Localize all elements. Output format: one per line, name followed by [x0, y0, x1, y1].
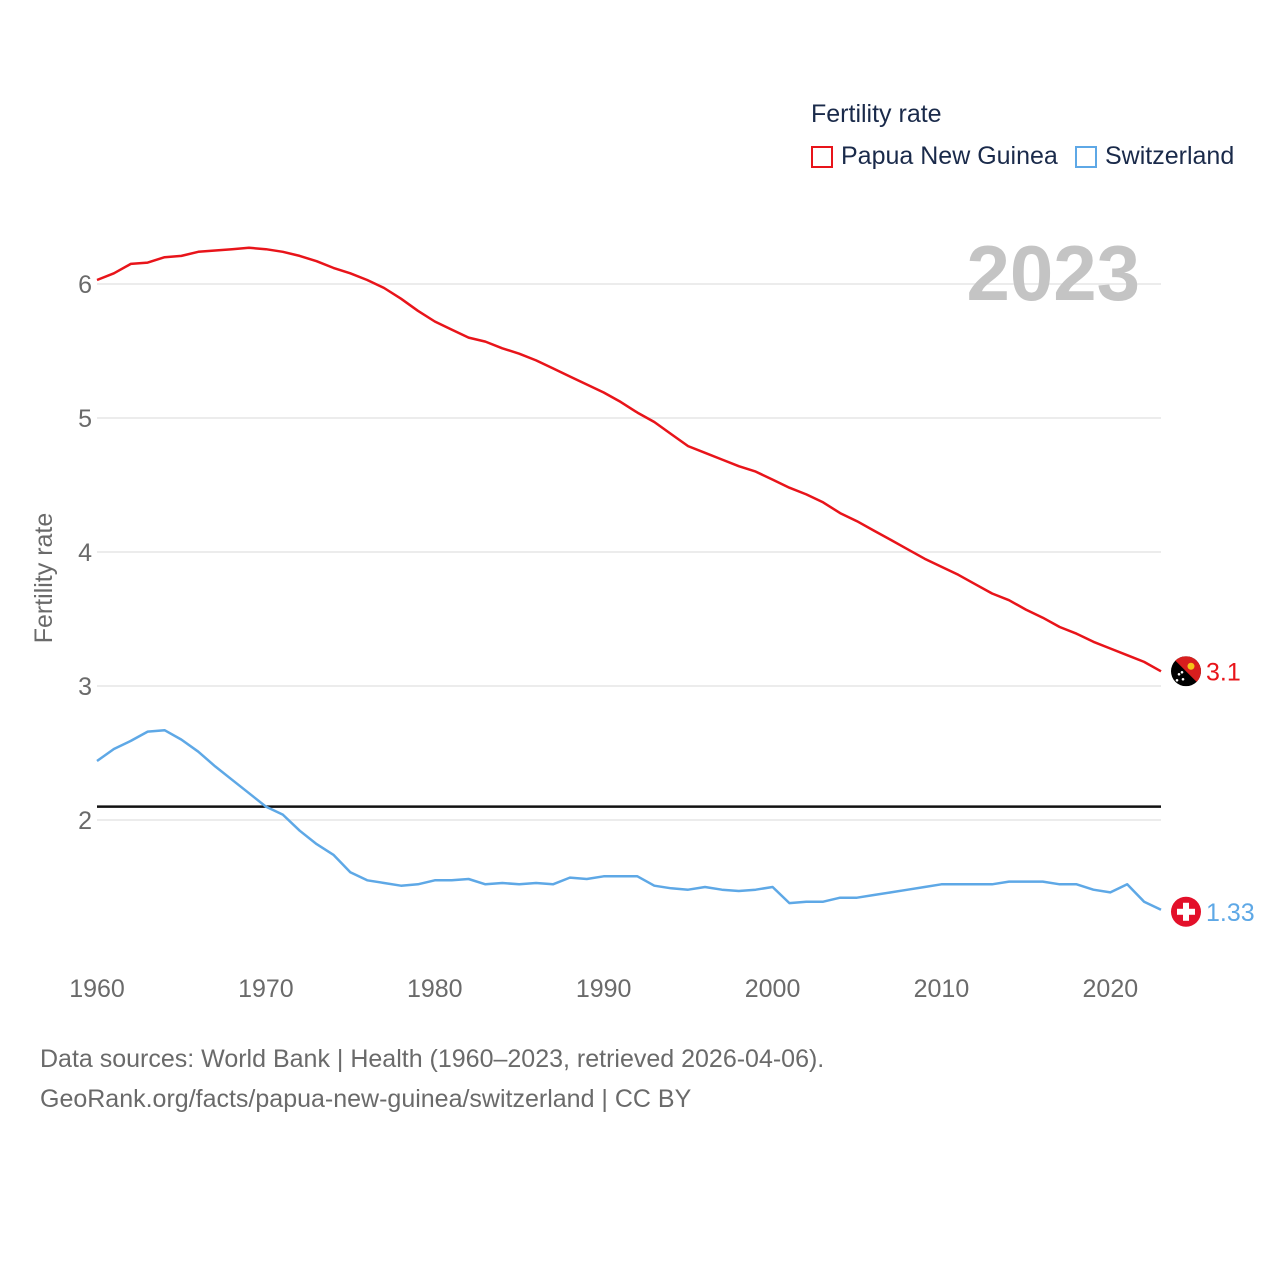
- flag-star: [1181, 677, 1185, 681]
- flag-star: [1180, 670, 1184, 674]
- gridlines: [97, 283, 1161, 821]
- y-tick-label: 5: [78, 405, 92, 433]
- papua-new-guinea-flag-icon: [1171, 656, 1201, 687]
- flag-star: [1177, 672, 1181, 676]
- footer-credit: GeoRank.org/facts/papua-new-guinea/switz…: [40, 1085, 692, 1113]
- series-line-papua-new-guinea: [96, 246, 1162, 673]
- current-year-label: 2023: [966, 229, 1140, 317]
- x-tick-label: 2000: [745, 975, 801, 1003]
- x-tick-label: 1990: [576, 975, 632, 1003]
- legend-label-papua-new-guinea: Papua New Guinea: [841, 142, 1058, 170]
- series-line-switzerland: [96, 728, 1162, 911]
- y-tick-label: 4: [78, 539, 92, 567]
- legend-swatch-papua-new-guinea: [811, 145, 833, 168]
- end-markers: 3.1 1.33: [1171, 656, 1255, 927]
- y-tick-label: 2: [78, 807, 92, 835]
- end-value-label-switzerland: 1.33: [1206, 899, 1255, 927]
- end-value-label-papua-new-guinea: 3.1: [1206, 658, 1241, 686]
- legend-item-switzerland[interactable]: Switzerland: [1075, 142, 1234, 171]
- flag-body: [1171, 656, 1201, 687]
- y-tick-label: 3: [78, 673, 92, 701]
- x-tick-label: 1980: [407, 975, 463, 1003]
- footer-source: Data sources: World Bank | Health (1960–…: [40, 1045, 825, 1073]
- y-tick-label: 6: [78, 271, 92, 299]
- legend-item-papua-new-guinea[interactable]: Papua New Guinea: [811, 142, 1058, 171]
- switzerland-flag-icon: [1171, 896, 1201, 927]
- legend-title: Fertility rate: [811, 100, 942, 128]
- x-tick-label: 1970: [238, 975, 294, 1003]
- flag-star: [1175, 678, 1179, 682]
- legend-swatch-switzerland: [1075, 145, 1097, 168]
- x-tick-label: 2010: [914, 975, 970, 1003]
- x-tick-label: 2020: [1083, 975, 1139, 1003]
- y-axis-title: Fertility rate: [30, 513, 58, 644]
- flag-red-field: [1171, 656, 1201, 687]
- series-lines: [96, 246, 1162, 911]
- flag-cross-h: [1177, 908, 1195, 915]
- legend-label-switzerland: Switzerland: [1105, 142, 1235, 170]
- flag-bird: [1187, 662, 1195, 670]
- axes: 2 3 4 5 6 1960 1970 1980 1990 2000 2010 2020: [69, 271, 1138, 1003]
- x-tick-label: 1960: [69, 975, 125, 1003]
